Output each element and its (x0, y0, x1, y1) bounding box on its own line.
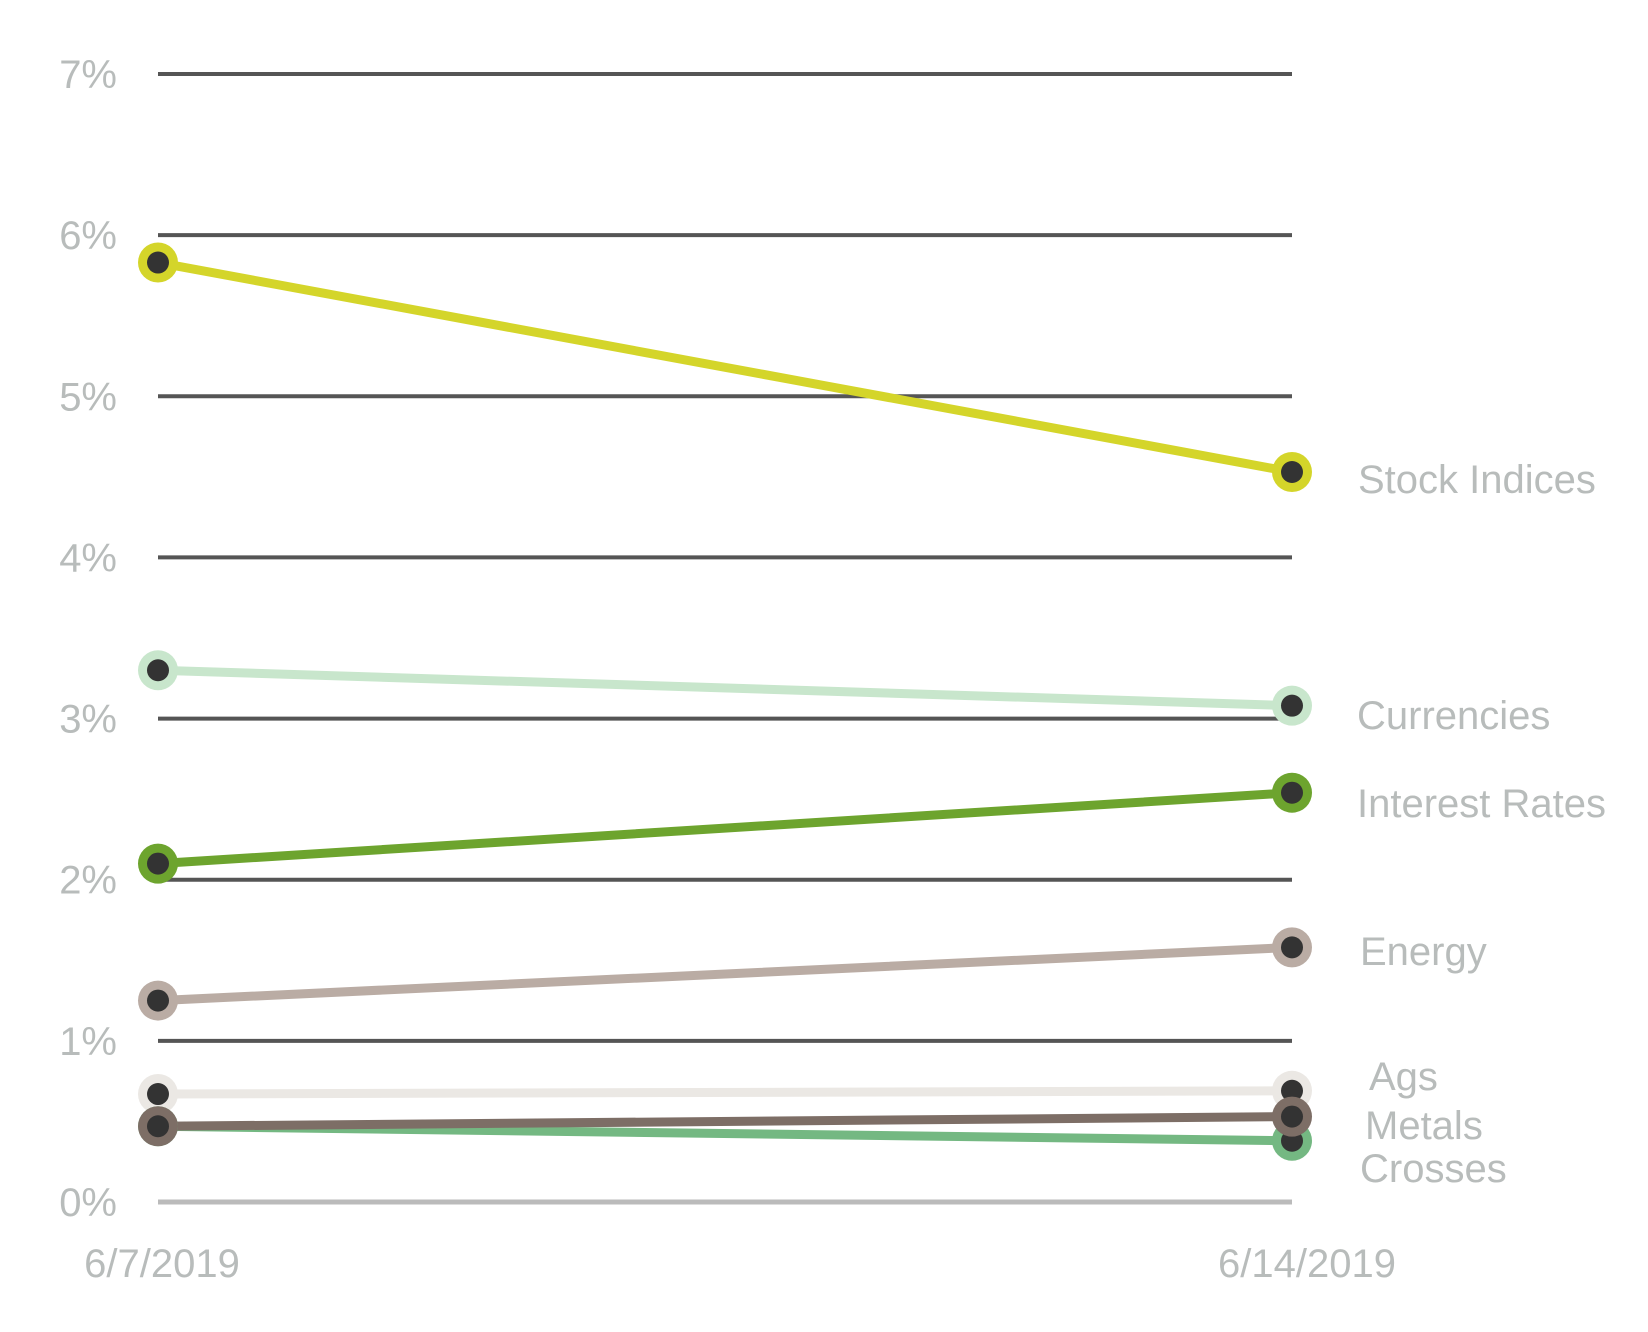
series-lines (153, 258, 1297, 1146)
x-axis-tick-labels: 6/7/2019 6/14/2019 (84, 1242, 1396, 1286)
series-line (153, 942, 1297, 1006)
y-tick-label: 0% (59, 1181, 117, 1225)
series-label: Stock Indices (1358, 458, 1596, 502)
y-tick-label: 7% (59, 53, 117, 97)
series-line (153, 665, 1297, 711)
series-line (153, 258, 1297, 477)
series-label: Currencies (1357, 694, 1550, 738)
y-axis-tick-labels: 0% 1% 2% 3% 4% 5% 6% 7% (59, 53, 117, 1225)
data-point (1281, 936, 1303, 959)
data-point (1281, 694, 1303, 717)
data-point (147, 1115, 169, 1138)
data-point (147, 852, 169, 875)
data-point (1281, 1105, 1303, 1128)
data-point (1281, 781, 1303, 804)
series-label: Interest Rates (1357, 782, 1606, 826)
y-tick-label: 6% (59, 214, 117, 258)
series-markers (138, 242, 1312, 1161)
series-label: Ags (1369, 1055, 1438, 1099)
gridlines (158, 72, 1292, 1205)
y-tick-label: 2% (59, 859, 117, 903)
y-tick-label: 1% (59, 1020, 117, 1064)
y-tick-label: 4% (59, 536, 117, 580)
series-label: Crosses (1360, 1147, 1507, 1191)
x-tick-label: 6/14/2019 (1218, 1242, 1396, 1286)
y-tick-label: 3% (59, 698, 117, 742)
series-label: Metals (1365, 1104, 1483, 1148)
series-line (153, 1086, 1297, 1099)
series-line (153, 1112, 1297, 1131)
x-tick-label: 6/7/2019 (84, 1242, 240, 1286)
data-point (1281, 461, 1303, 484)
series-labels: Stock Indices Currencies Interest Rates Ene… (1357, 458, 1606, 1191)
y-tick-label: 5% (59, 375, 117, 419)
series-line (153, 788, 1297, 869)
data-point (147, 251, 169, 274)
data-point (147, 1083, 169, 1106)
data-point (147, 659, 169, 682)
series-label: Energy (1360, 930, 1487, 974)
data-point (1281, 1079, 1303, 1102)
data-point (147, 989, 169, 1012)
